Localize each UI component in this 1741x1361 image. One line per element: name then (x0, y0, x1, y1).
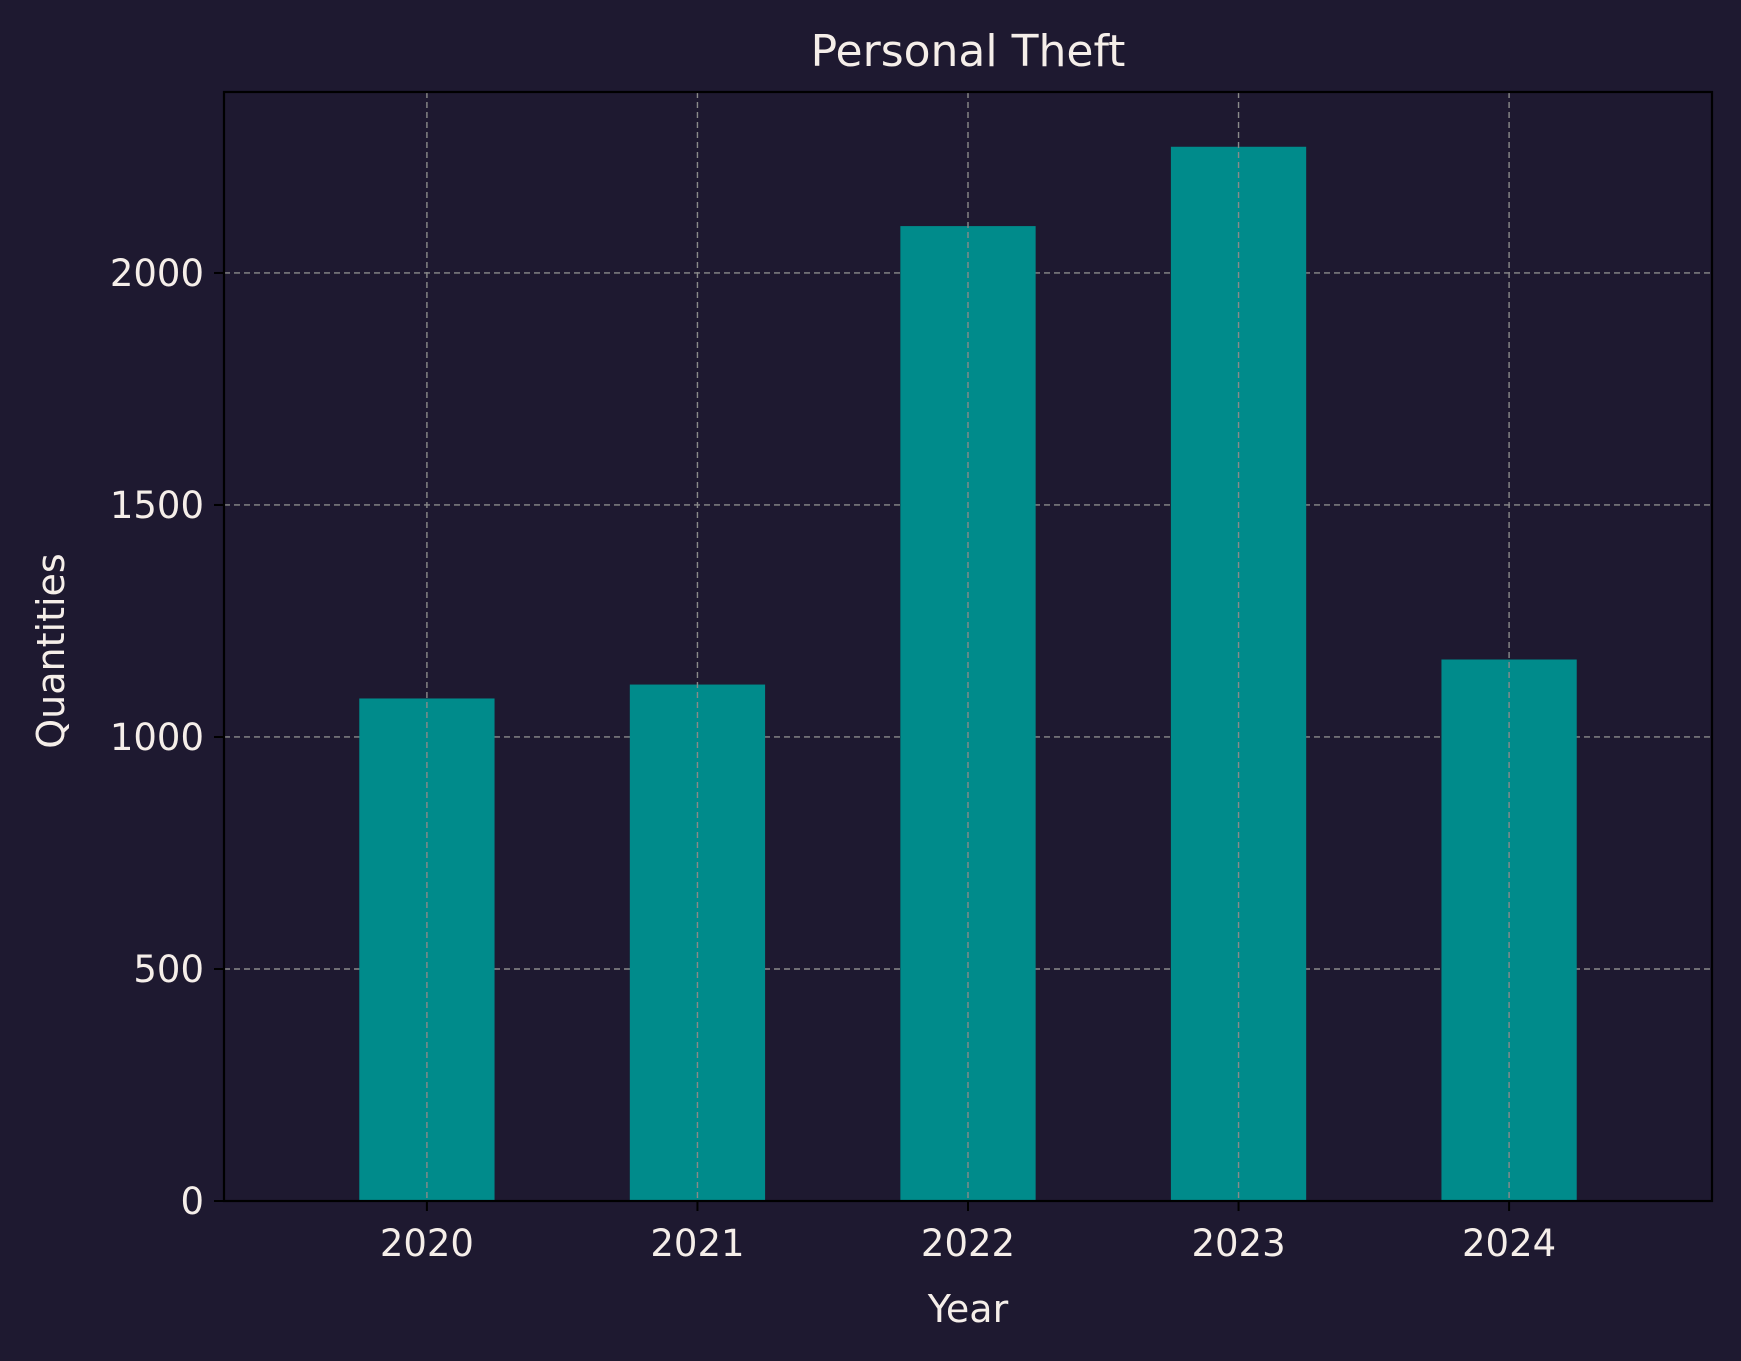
x-axis-ticks: 2020 2021 2022 2023 2024 (380, 1201, 1556, 1265)
x-axis-label: Year (927, 1287, 1009, 1331)
x-tick-label: 2023 (1191, 1222, 1285, 1265)
y-axis-label: Quantities (29, 553, 73, 748)
vertical-grid-lines (426, 92, 1510, 1201)
chart-title: Personal Theft (811, 26, 1126, 77)
y-axis-ticks: 0 500 1000 1500 2000 (110, 252, 224, 1223)
y-tick-label: 1000 (110, 716, 204, 759)
x-tick-label: 2024 (1462, 1222, 1556, 1265)
y-tick-label: 1500 (110, 484, 204, 527)
x-tick-label: 2021 (650, 1222, 744, 1265)
bar-2024 (1441, 659, 1577, 1201)
x-tick-label: 2022 (921, 1222, 1015, 1265)
y-tick-label: 500 (133, 948, 204, 991)
y-tick-label: 2000 (110, 252, 204, 295)
y-tick-label: 0 (180, 1180, 204, 1223)
x-tick-label: 2020 (380, 1222, 474, 1265)
